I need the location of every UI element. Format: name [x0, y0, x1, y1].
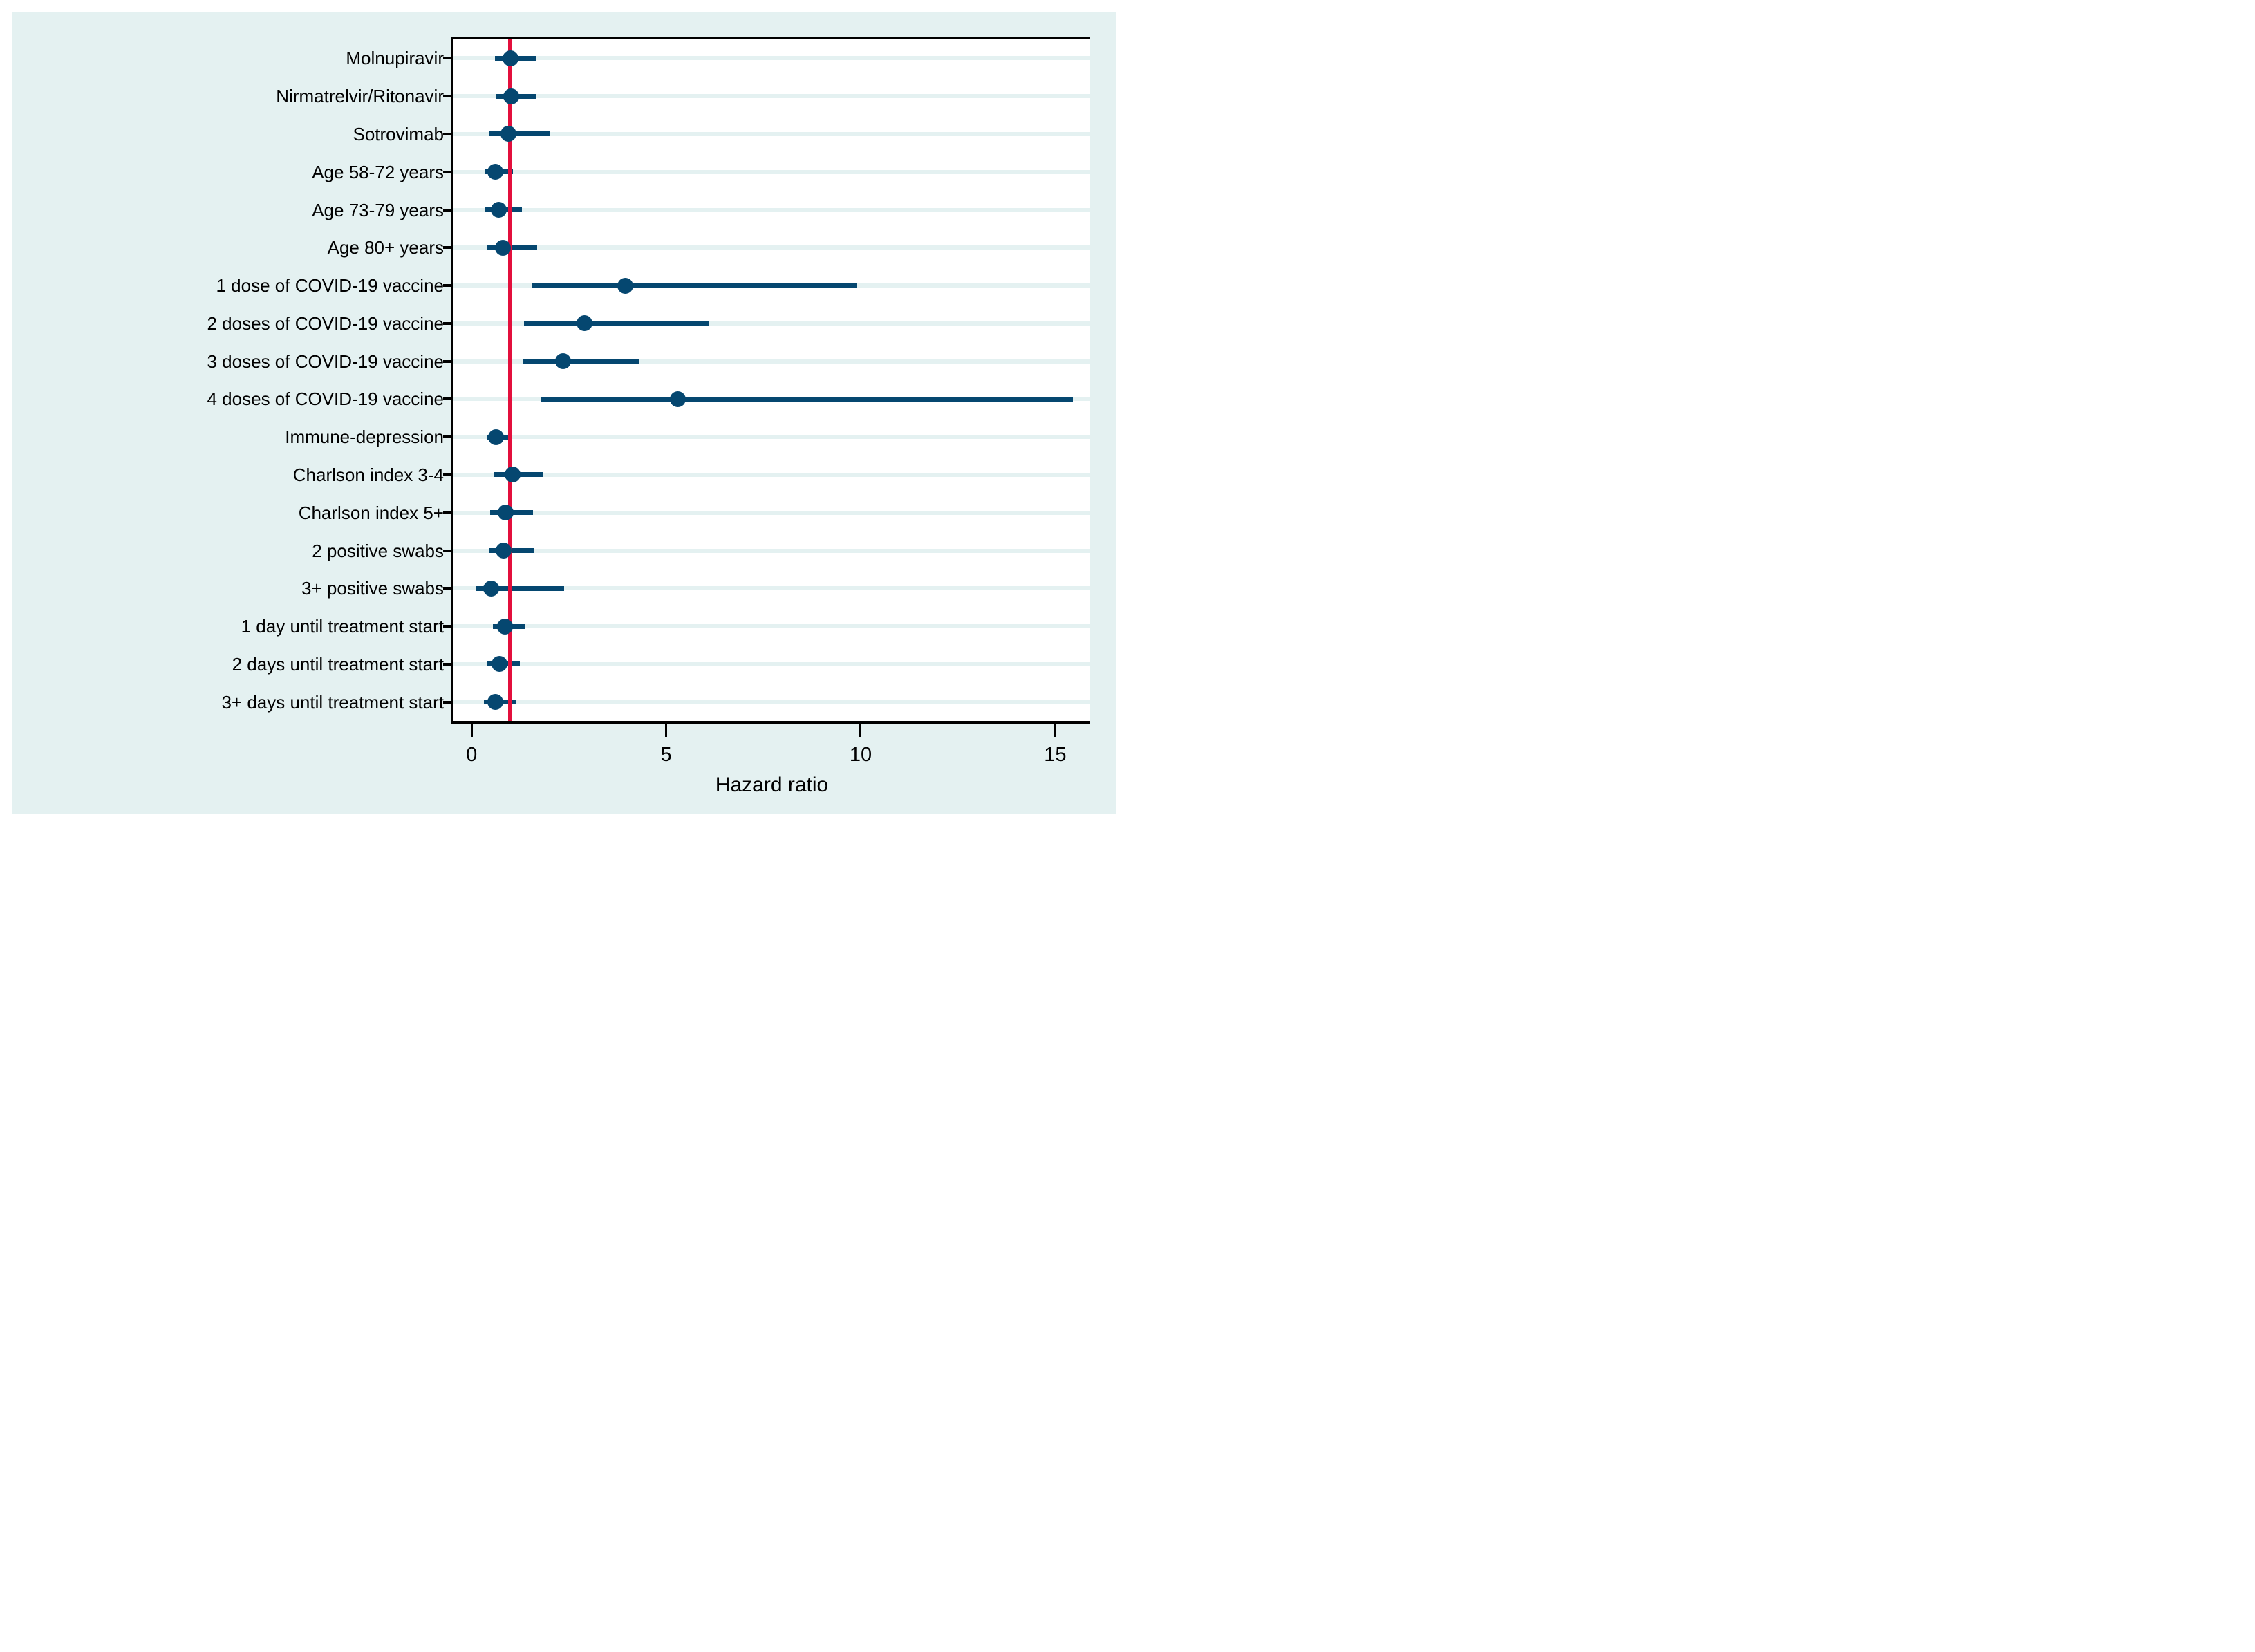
x-axis-tick [859, 724, 862, 737]
point-estimate-dot [576, 315, 592, 332]
gridline [453, 661, 1090, 666]
ci-whisker [475, 585, 565, 591]
gridline [453, 700, 1090, 704]
point-estimate-dot [669, 391, 686, 407]
point-estimate-dot [495, 239, 512, 256]
y-category-label: 2 days until treatment start [232, 653, 444, 675]
x-axis-title: Hazard ratio [715, 773, 829, 796]
gridline [453, 56, 1090, 61]
y-axis-tick [443, 170, 453, 173]
y-category-label: Nirmatrelvir/Ritonavir [276, 86, 444, 107]
plot-area [453, 39, 1090, 721]
x-axis-tick [1054, 724, 1056, 737]
reference-line [508, 39, 513, 721]
gridline [453, 359, 1090, 364]
y-axis-tick [443, 132, 453, 135]
gridline [453, 586, 1090, 591]
point-estimate-dot [487, 164, 503, 180]
y-category-label: Age 58-72 years [312, 161, 444, 182]
y-axis-tick [443, 473, 453, 476]
y-axis-tick [443, 359, 453, 363]
gridline [453, 131, 1090, 136]
y-category-label: 4 doses of COVID-19 vaccine [207, 388, 445, 410]
point-estimate-dot [617, 277, 633, 294]
point-estimate-dot [554, 353, 571, 370]
y-category-label: 2 doses of COVID-19 vaccine [207, 312, 445, 334]
y-axis-tick [443, 700, 453, 704]
y-axis-tick [443, 208, 453, 212]
point-estimate-dot [500, 126, 516, 142]
gridline [453, 624, 1090, 629]
gridline [453, 207, 1090, 212]
point-estimate-dot [490, 202, 507, 218]
y-category-label: Charlson index 3-4 [292, 464, 444, 485]
y-category-label: 3+ days until treatment start [221, 691, 444, 713]
y-axis-tick [443, 511, 453, 514]
y-category-label: 3+ positive swabs [301, 578, 444, 599]
point-estimate-dot [496, 543, 512, 559]
x-tick-label: 5 [660, 744, 672, 766]
gridline [453, 94, 1090, 99]
point-estimate-dot [502, 50, 518, 66]
y-category-label: Sotrovimab [353, 123, 445, 144]
point-estimate-dot [497, 505, 514, 521]
y-category-label: Age 73-79 years [312, 199, 444, 220]
point-estimate-dot [483, 580, 500, 597]
ci-whisker [524, 321, 709, 326]
y-category-label: 1 day until treatment start [241, 616, 444, 637]
y-axis-tick [443, 246, 453, 250]
y-axis-tick [443, 549, 453, 552]
y-category-label: Charlson index 5+ [298, 502, 444, 523]
forest-plot-figure: Molnupiravir Nirmatrelvir/Ritonavir Sotrov… [0, 0, 1128, 826]
y-category-label: 2 positive swabs [312, 540, 444, 561]
gridline [453, 510, 1090, 515]
x-axis-tick [665, 724, 668, 737]
y-category-label: Molnupiravir [346, 48, 444, 69]
ci-whisker [523, 359, 639, 364]
gridline [453, 245, 1090, 250]
y-category-label: Immune-depression [285, 426, 444, 448]
y-category-label: 1 dose of COVID-19 vaccine [216, 275, 445, 297]
y-axis-tick [443, 662, 453, 666]
x-axis-tick [470, 724, 473, 737]
y-axis-tick [443, 95, 453, 98]
x-tick-label: 15 [1044, 744, 1067, 766]
gridline [453, 435, 1090, 440]
y-axis-tick [443, 625, 453, 628]
point-estimate-dot [504, 467, 521, 483]
ci-whisker [541, 396, 1073, 402]
ci-whisker [532, 283, 857, 288]
gridline [453, 321, 1090, 326]
gridline [453, 169, 1090, 174]
point-estimate-dot [488, 429, 505, 445]
gridline [453, 548, 1090, 553]
gridline [453, 472, 1090, 477]
y-axis-tick [443, 435, 453, 439]
y-axis-tick [443, 397, 453, 401]
y-axis-tick [443, 321, 453, 325]
point-estimate-dot [497, 618, 514, 635]
point-estimate-dot [492, 656, 508, 673]
point-estimate-dot [487, 694, 503, 711]
y-category-label: Age 80+ years [327, 237, 444, 259]
ci-whisker [488, 131, 550, 137]
y-axis-tick [443, 284, 453, 288]
y-axis-line [451, 37, 453, 724]
x-tick-label: 0 [466, 744, 478, 766]
y-category-label: 3 doses of COVID-19 vaccine [207, 350, 445, 372]
x-tick-label: 10 [849, 744, 872, 766]
y-axis-tick [443, 587, 453, 590]
plot-top-border [451, 37, 1090, 39]
y-axis-tick [443, 57, 453, 60]
point-estimate-dot [503, 88, 520, 104]
x-axis-line [451, 721, 1090, 724]
